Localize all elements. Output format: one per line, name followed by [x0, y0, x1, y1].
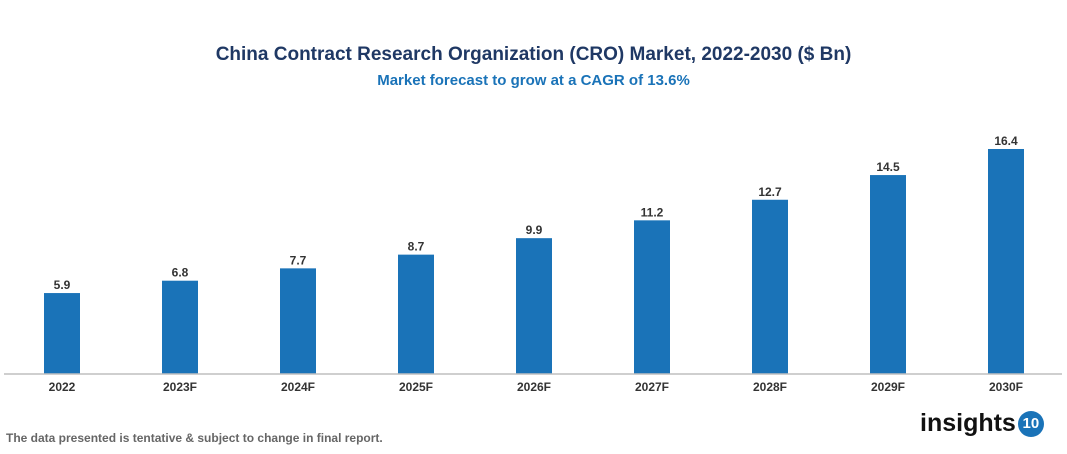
- x-tick-label: 2030F: [989, 380, 1023, 394]
- bar: [44, 293, 80, 374]
- bar: [162, 280, 198, 374]
- x-tick-label: 2029F: [871, 380, 905, 394]
- data-label: 5.9: [54, 278, 71, 292]
- data-label: 6.8: [172, 266, 189, 280]
- x-tick-label: 2023F: [163, 380, 197, 394]
- x-tick-label: 2025F: [399, 380, 433, 394]
- disclaimer-note: The data presented is tentative & subjec…: [6, 431, 383, 445]
- insights10-logo: insights 10: [920, 409, 1044, 438]
- data-label: 9.9: [526, 223, 543, 237]
- x-tick-label: 2028F: [753, 380, 787, 394]
- x-tick-label: 2022: [49, 380, 76, 394]
- chart-subtitle: Market forecast to grow at a CAGR of 13.…: [377, 72, 690, 89]
- logo-text: insights: [920, 409, 1016, 437]
- data-label: 14.5: [876, 160, 900, 174]
- data-label: 16.4: [994, 134, 1018, 148]
- bar: [398, 254, 434, 374]
- bar: [634, 220, 670, 374]
- bar: [752, 199, 788, 374]
- x-tick-label: 2024F: [281, 380, 315, 394]
- bar: [280, 268, 316, 374]
- data-label: 11.2: [641, 205, 664, 219]
- data-label: 12.7: [758, 185, 782, 199]
- logo-number: 10: [1017, 410, 1044, 437]
- x-tick-label: 2026F: [517, 380, 551, 394]
- bar: [870, 175, 906, 374]
- bar: [988, 148, 1024, 374]
- data-label: 8.7: [408, 240, 425, 254]
- x-tick-label: 2027F: [635, 380, 669, 394]
- data-label: 7.7: [290, 253, 307, 267]
- chart-title: China Contract Research Organization (CR…: [215, 44, 852, 65]
- bar: [516, 238, 552, 374]
